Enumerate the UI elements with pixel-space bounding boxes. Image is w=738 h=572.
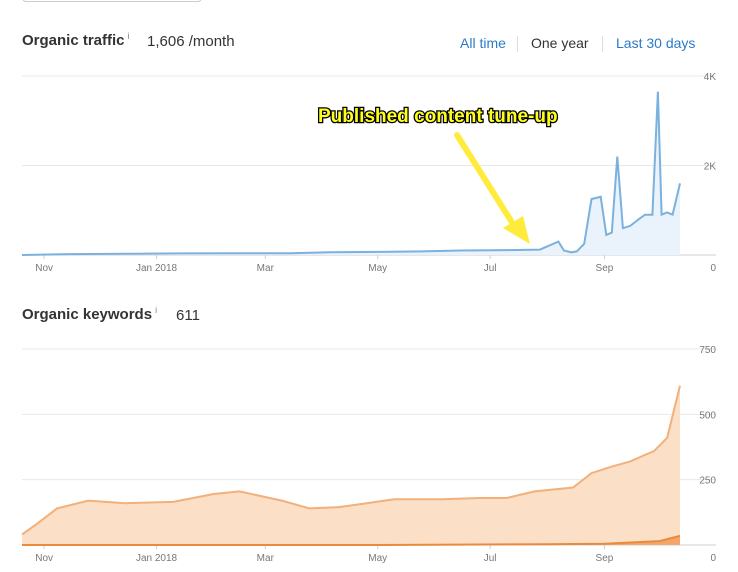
- traffic-info-icon[interactable]: i: [127, 31, 130, 41]
- keywords-y-tick-label: 250: [699, 476, 716, 487]
- tab-last-30-days[interactable]: Last 30 days: [616, 35, 696, 51]
- traffic-line: [21, 91, 681, 256]
- tab-one-year[interactable]: One year: [531, 35, 589, 51]
- traffic-title: Organic traffic i: [22, 31, 130, 49]
- tab-divider: [602, 36, 603, 52]
- keywords-value: 611: [176, 307, 200, 324]
- traffic-y-tick-label: 2K: [704, 162, 717, 173]
- keywords-y-tick-label: 0: [710, 553, 716, 564]
- traffic-area: [22, 91, 680, 255]
- traffic-title-text: Organic traffic: [22, 32, 125, 49]
- keywords-area: [22, 385, 680, 545]
- traffic-x-tick-label: May: [368, 263, 387, 274]
- keywords-x-tick-label: Jul: [484, 553, 497, 564]
- tab-divider: [517, 36, 518, 52]
- traffic-value: 1,606 /month: [147, 33, 235, 50]
- traffic-chart: 4K 2K 0 Nov Jan 2018 Mar May Jul Sep: [21, 72, 717, 274]
- keywords-title: Organic keywords i: [22, 305, 158, 323]
- keywords-x-tick-label: Jan 2018: [136, 553, 178, 564]
- keywords-x-tick-label: May: [368, 553, 387, 564]
- keywords-y-tick-label: 500: [699, 410, 716, 421]
- keywords-chart: 750 500 250 0 Nov Jan 2018 Mar May Jul Sep: [21, 345, 716, 564]
- keywords-y-tick-label: 750: [699, 345, 716, 356]
- traffic-y-tick-label: 4K: [704, 72, 717, 83]
- annotation: Published content tune-up: [317, 105, 559, 244]
- keywords-x-tick-label: Mar: [257, 553, 275, 564]
- keywords-info-icon[interactable]: i: [155, 305, 158, 315]
- traffic-x-tick-label: Sep: [596, 263, 614, 274]
- annotation-text: Published content tune-up: [318, 106, 558, 127]
- keywords-x-tick-label: Nov: [35, 553, 53, 564]
- keywords-title-text: Organic keywords: [22, 306, 153, 323]
- keywords-x-tick-label: Sep: [596, 553, 614, 564]
- tab-all-time[interactable]: All time: [460, 35, 506, 51]
- traffic-x-tick-label: Nov: [35, 263, 53, 274]
- traffic-x-tick-label: Jan 2018: [136, 263, 178, 274]
- traffic-x-tick-label: Jul: [484, 263, 497, 274]
- annotation-arrow-shaft: [454, 132, 516, 227]
- annotation-arrow-head: [503, 216, 530, 244]
- traffic-y-tick-label: 0: [710, 263, 716, 274]
- traffic-x-tick-label: Mar: [257, 263, 275, 274]
- keywords-line: [21, 385, 681, 536]
- keywords-top-line: [22, 534, 681, 546]
